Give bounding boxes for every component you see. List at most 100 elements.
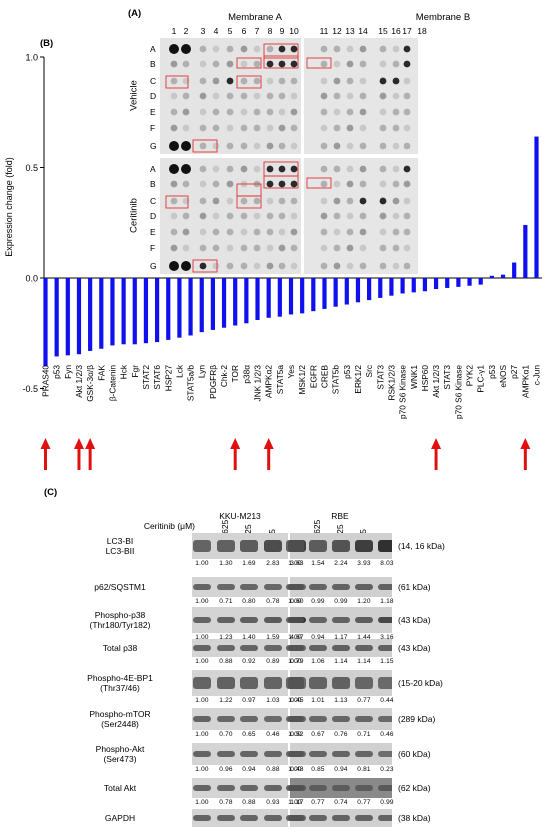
dot xyxy=(403,165,411,173)
band xyxy=(378,677,392,689)
band-intensity: 1.00 xyxy=(195,658,209,665)
dot xyxy=(182,124,190,132)
band xyxy=(217,677,235,689)
dot xyxy=(226,77,234,85)
band xyxy=(378,584,392,590)
dot xyxy=(333,180,341,188)
band-intensity: 1.00 xyxy=(195,731,209,738)
band-intensity: 1.00 xyxy=(195,799,209,806)
dot xyxy=(170,212,178,220)
band xyxy=(240,785,258,791)
band-intensity: 1.00 xyxy=(288,560,302,567)
dot xyxy=(169,164,179,174)
dot xyxy=(199,228,207,236)
dot xyxy=(392,228,400,236)
band xyxy=(309,540,327,552)
category-label: WNK1 xyxy=(409,365,419,389)
dot xyxy=(320,262,328,270)
band-intensity: 0.77 xyxy=(357,799,371,806)
bar xyxy=(367,278,372,301)
dot xyxy=(266,124,274,132)
band-intensity: 1.17 xyxy=(290,799,304,806)
bar xyxy=(154,278,160,343)
dot xyxy=(379,60,387,68)
category-label: STAT5a/b xyxy=(186,365,196,402)
dot xyxy=(170,180,178,188)
band xyxy=(286,815,304,821)
dot xyxy=(266,142,274,150)
band xyxy=(332,677,350,689)
blot-kda: (43 kDa) xyxy=(398,615,431,625)
band-intensity: 0.79 xyxy=(290,658,304,665)
dot xyxy=(226,124,234,132)
bar xyxy=(143,278,149,344)
band-intensity: 1.20 xyxy=(357,598,371,605)
blot-image xyxy=(192,743,392,765)
row-label: A xyxy=(150,44,156,54)
dot xyxy=(253,124,261,132)
column-number: 4 xyxy=(213,26,219,36)
band-intensity: 3.93 xyxy=(357,560,371,567)
dot xyxy=(320,92,328,100)
bar xyxy=(300,278,305,314)
column-number: 2 xyxy=(183,26,189,36)
band-intensity: 0.85 xyxy=(311,766,325,773)
blot-kda: (289 kDa) xyxy=(398,714,436,724)
dot xyxy=(181,141,191,151)
band xyxy=(240,584,258,590)
band xyxy=(309,785,327,791)
dot xyxy=(253,244,261,252)
dot xyxy=(199,197,207,205)
dot xyxy=(290,142,298,150)
dot xyxy=(359,212,367,220)
dot xyxy=(278,60,286,68)
band-intensity: 0.44 xyxy=(380,697,394,704)
dot xyxy=(346,262,354,270)
band xyxy=(217,716,235,722)
dot xyxy=(379,45,387,53)
dot xyxy=(359,180,367,188)
band xyxy=(193,645,211,651)
dot xyxy=(212,165,220,173)
dot xyxy=(333,108,341,116)
band-intensity: 1.40 xyxy=(242,634,256,641)
category-label: Lyn xyxy=(197,365,207,378)
dot xyxy=(253,262,261,270)
y-tick-label: -0.5 xyxy=(22,384,38,394)
panel-c-label: (C) xyxy=(44,487,58,498)
dot xyxy=(212,77,220,85)
bar xyxy=(188,278,193,336)
bar xyxy=(99,278,104,349)
category-label: p53 xyxy=(52,365,62,379)
band-intensity: 0.99 xyxy=(380,799,394,806)
dot xyxy=(379,244,387,252)
category-label: Chk-2 xyxy=(219,365,229,388)
dot xyxy=(333,77,341,85)
dot xyxy=(320,142,328,150)
highlight-box xyxy=(263,55,299,69)
blot-image xyxy=(192,778,392,798)
dot xyxy=(290,228,298,236)
dot xyxy=(403,108,411,116)
band-intensity: 1.00 xyxy=(288,598,302,605)
category-label: p53 xyxy=(487,365,497,379)
band xyxy=(217,617,235,623)
dot xyxy=(278,45,286,53)
dot xyxy=(359,77,367,85)
dot xyxy=(181,44,191,54)
dot xyxy=(379,212,387,220)
band xyxy=(240,677,258,689)
band xyxy=(193,584,211,590)
dot xyxy=(199,60,207,68)
dot xyxy=(320,228,328,236)
bar xyxy=(355,278,361,303)
category-label: Fyn xyxy=(63,365,73,379)
dot xyxy=(359,244,367,252)
band-intensity: 3.16 xyxy=(380,634,394,641)
band-intensity: 0.46 xyxy=(380,731,394,738)
dot xyxy=(290,212,298,220)
column-number: 7 xyxy=(254,26,260,36)
category-label: p70 S6 Kinase xyxy=(398,365,408,419)
band xyxy=(217,540,235,552)
